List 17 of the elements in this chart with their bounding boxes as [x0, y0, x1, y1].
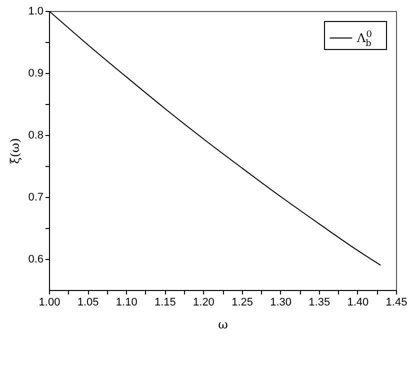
y-tick-label: 0.9 — [28, 68, 44, 80]
x-tick-label: 1.40 — [347, 296, 369, 308]
y-tick-label: 0.6 — [28, 254, 44, 266]
x-tick-label: 1.20 — [193, 296, 214, 308]
x-tick-label: 1.10 — [116, 296, 138, 308]
x-tick-label: 1.35 — [308, 296, 330, 308]
x-tick-label: 1.00 — [38, 296, 60, 308]
x-tick-label: 1.45 — [386, 296, 408, 308]
y-tick-label: 0.8 — [28, 130, 44, 142]
y-tick-label: 0.7 — [28, 192, 44, 204]
x-axis-title: ω — [218, 318, 228, 332]
x-tick-label: 1.25 — [232, 296, 253, 308]
x-tick-label: 1.30 — [270, 296, 292, 308]
x-tick-label: 1.15 — [154, 296, 176, 308]
y-tick-label: 1.0 — [28, 6, 44, 18]
x-tick-label: 1.05 — [77, 296, 99, 308]
y-axis-title: ξ(ω) — [8, 138, 22, 164]
